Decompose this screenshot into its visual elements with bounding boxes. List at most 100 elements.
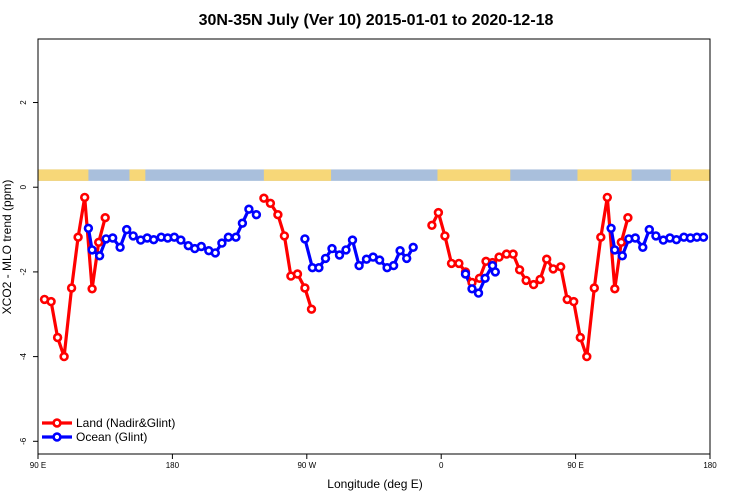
ocean-data-point xyxy=(698,232,709,242)
x-tick-label: 180 xyxy=(166,461,180,470)
ocean-data-point xyxy=(87,245,97,255)
ocean-data-point xyxy=(651,231,661,241)
legend-ocean-label: Ocean (Glint) xyxy=(76,430,147,444)
x-tick-label: 0 xyxy=(439,461,444,470)
ocean-data-point xyxy=(237,218,248,228)
land-data-point xyxy=(46,296,56,307)
ocean-data-point xyxy=(107,233,118,243)
land-series-line xyxy=(430,195,630,359)
ocean-data-point xyxy=(231,232,241,242)
land-data-point xyxy=(521,275,531,286)
ocean-data-point xyxy=(388,260,399,271)
land-data-point xyxy=(87,284,97,294)
y-tick-label: 0 xyxy=(19,184,28,189)
ocean-data-point xyxy=(480,273,490,283)
ocean-data-point xyxy=(334,250,345,260)
ocean-data-point xyxy=(244,204,254,214)
y-tick-label: 2 xyxy=(19,100,28,105)
legend-land-label: Land (Nadir&Glint) xyxy=(76,416,175,430)
x-tick-label: 180 xyxy=(703,461,717,470)
ocean-data-point xyxy=(115,242,125,253)
ocean-data-point xyxy=(83,223,94,234)
land-data-point xyxy=(514,265,525,275)
ocean-data-point xyxy=(460,269,471,279)
ocean-data-point xyxy=(121,224,132,235)
land-data-point xyxy=(528,279,539,290)
ocean-data-point xyxy=(638,242,648,253)
y-tick-label: -6 xyxy=(19,437,28,445)
land-data-point xyxy=(306,304,317,314)
y-tick-label: -4 xyxy=(19,353,28,361)
land-data-point xyxy=(292,269,303,279)
land-data-point xyxy=(79,192,90,203)
y-axis: -6 -4 -2 0 2 xyxy=(19,100,38,445)
legend-land-marker xyxy=(52,418,62,428)
ocean-data-point xyxy=(314,263,324,273)
ocean-data-point xyxy=(630,233,640,243)
land-data-point xyxy=(73,232,83,242)
ocean-data-point xyxy=(149,235,159,245)
land-data-point xyxy=(596,232,606,242)
land-mask-segment xyxy=(437,169,511,181)
land-data-point xyxy=(623,213,633,223)
land-data-point xyxy=(100,213,110,223)
ocean-data-point xyxy=(606,223,616,234)
land-data-point xyxy=(582,351,592,362)
x-axis: 90 E 180 90 W 0 90 E 180 xyxy=(30,454,717,470)
ocean-data-point xyxy=(408,242,418,253)
ocean-data-point xyxy=(610,245,620,255)
land-data-point xyxy=(589,283,599,293)
land-data-point xyxy=(93,237,104,248)
land-data-point xyxy=(52,332,63,343)
ocean-data-point xyxy=(251,210,262,220)
x-tick-label: 90 E xyxy=(567,461,583,470)
ocean-data-point xyxy=(402,253,412,264)
land-data-point xyxy=(555,262,566,272)
ocean-data-point xyxy=(467,284,477,294)
land-data-point xyxy=(548,264,558,274)
ocean-data-point xyxy=(223,232,234,242)
x-tick-label: 90 E xyxy=(30,461,46,470)
ocean-data-point xyxy=(300,234,310,244)
ocean-data-point xyxy=(176,235,186,245)
ocean-data-point xyxy=(473,288,484,298)
ocean-data-point xyxy=(395,246,405,256)
ocean-data-point xyxy=(617,251,627,261)
land-data-point xyxy=(508,249,518,259)
ocean-series-line xyxy=(86,207,258,258)
land-data-point xyxy=(616,237,626,248)
land-data-point xyxy=(300,283,310,293)
y-tick-label: -2 xyxy=(19,268,28,276)
land-data-point xyxy=(575,332,585,343)
legend-ocean-marker xyxy=(52,432,62,442)
ocean-data-point xyxy=(196,241,207,252)
land-data-point xyxy=(494,252,504,262)
land-data-point xyxy=(265,198,276,209)
land-mask-segment xyxy=(670,169,710,181)
ocean-data-point xyxy=(128,231,138,241)
land-data-point xyxy=(541,254,552,264)
land-data-point xyxy=(59,351,69,362)
ocean-data-point xyxy=(320,253,331,264)
ocean-data-point xyxy=(671,235,682,245)
x-tick-label: 90 W xyxy=(297,461,316,470)
land-ocean-mask xyxy=(38,169,710,181)
land-data-point xyxy=(602,192,612,203)
ocean-data-point xyxy=(94,251,105,261)
ocean-data-point xyxy=(327,243,337,254)
ocean-data-point xyxy=(490,267,500,277)
land-mask-segment xyxy=(577,169,632,181)
land-data-point xyxy=(446,258,457,269)
land-data-point xyxy=(535,274,545,285)
land-data-point xyxy=(279,231,290,241)
land-data-point xyxy=(259,193,269,203)
ocean-data-point xyxy=(210,248,221,258)
ocean-data-point xyxy=(374,255,385,265)
legend: Land (Nadir&Glint)Ocean (Glint) xyxy=(42,416,175,444)
land-data-point xyxy=(273,210,283,220)
ocean-data-point xyxy=(354,260,364,271)
y-axis-label: XCO2 - MLO trend (ppm) xyxy=(0,180,14,315)
plot-frame xyxy=(37,38,711,455)
land-data-point xyxy=(427,220,437,231)
ocean-data-point xyxy=(644,224,654,235)
